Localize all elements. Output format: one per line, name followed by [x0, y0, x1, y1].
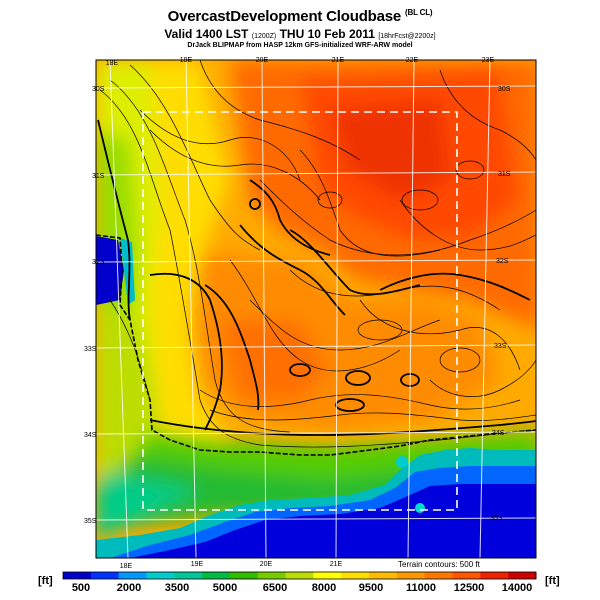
colorbar-labels: 500 2000 3500 5000 6500 8000 9500 11000 … — [72, 582, 532, 594]
colorbar-swatch — [480, 572, 509, 579]
colorbar-tick-label: 14000 — [502, 582, 533, 594]
terrain-contours — [99, 60, 536, 448]
colorbar-swatch — [313, 572, 342, 579]
lat-left-label: 33S — [84, 346, 97, 353]
lat-right-label: 31S — [498, 171, 511, 178]
graticule-labels: 18E 19E 20E 21E 22E 23E 18E 19E 20E 21E … — [84, 57, 511, 570]
lat-left-label: 32S — [92, 259, 105, 266]
lat-left-label: 31S — [92, 173, 105, 180]
colorbar-swatch — [63, 572, 92, 579]
title-suffix: (BL CL) — [405, 8, 433, 17]
colorbar-swatch — [452, 572, 481, 579]
terrain-contours-note: Terrain contours: 500 ft — [398, 560, 480, 569]
colorbar-swatch — [508, 572, 537, 579]
lat-right-label: 33S — [494, 343, 507, 350]
lon-top-label: 23E — [482, 57, 495, 64]
colorbar-swatch — [174, 572, 203, 579]
colorbar-swatch — [396, 572, 426, 579]
colorbar-border — [62, 571, 537, 580]
colorbar-tick-label: 8000 — [312, 582, 336, 594]
colorbar-swatch — [146, 572, 175, 579]
map-border — [95, 59, 537, 559]
forecast-hour: [18hrFcst@2200z] — [378, 33, 436, 40]
colorbar-tick-label: 12500 — [454, 582, 485, 594]
colorbar-tick-label: 5000 — [213, 582, 237, 594]
bold-contours — [97, 119, 536, 436]
inner-domain-box — [142, 111, 458, 511]
colorbar-unit-left: [ft] — [38, 575, 53, 587]
colorbar-swatch — [90, 572, 120, 579]
forecast-date: THU 10 Feb 2011 — [279, 27, 375, 41]
coastline — [96, 234, 536, 456]
lat-left-label: 35S — [84, 518, 97, 525]
lon-bottom-label: 20E — [260, 561, 273, 568]
colorbar-swatch — [369, 572, 398, 579]
lon-top-label: 21E — [332, 57, 345, 64]
colorbar-swatch — [424, 572, 454, 579]
valid-time: Valid 1400 LST (1200Z) THU 10 Feb 2011 [… — [164, 27, 436, 41]
lat-right-label: 30S — [498, 86, 511, 93]
colorbar-tick-label: 6500 — [263, 582, 287, 594]
colorbar-swatch — [118, 572, 147, 579]
lon-bottom-label: 19E — [191, 561, 204, 568]
colorbar-swatch — [285, 572, 314, 579]
colorbar-unit-right: [ft] — [545, 575, 560, 587]
colorbar-swatch — [257, 572, 287, 579]
map-title: OvercastDevelopment Cloudbase (BL CL) — [167, 8, 433, 25]
lat-right-label: 34S — [492, 430, 505, 437]
lon-top-label: 18E — [106, 60, 119, 67]
lon-top-label: 22E — [406, 57, 419, 64]
colorbar-swatch — [202, 572, 231, 579]
lat-right-label: 32S — [496, 258, 509, 265]
colorbar-tick-label: 2000 — [117, 582, 141, 594]
lat-right-label: 35S — [490, 515, 503, 522]
colorbar-tick-label: 9500 — [359, 582, 383, 594]
lon-bottom-label: 18E — [120, 563, 133, 570]
model-credit: DrJack BLIPMAP from HASP 12km GFS-initia… — [187, 42, 413, 49]
colorbar-tick-label: 11000 — [406, 582, 436, 594]
cloudbase-field — [96, 60, 536, 558]
lat-left-label: 30S — [92, 86, 105, 93]
colorbar-tick-label: 3500 — [165, 582, 189, 594]
valid-code: (1200Z) — [251, 33, 277, 40]
colorbar-swatch — [341, 572, 370, 579]
lon-bottom-label: 21E — [330, 561, 343, 568]
colorbar-tick-label: 500 — [72, 582, 90, 594]
lat-lon-grid — [95, 59, 537, 559]
lon-top-label: 19E — [180, 57, 193, 64]
colorbar-swatch — [229, 572, 259, 579]
colorbar — [63, 572, 537, 579]
lat-left-label: 34S — [84, 432, 97, 439]
lon-top-label: 20E — [256, 57, 269, 64]
